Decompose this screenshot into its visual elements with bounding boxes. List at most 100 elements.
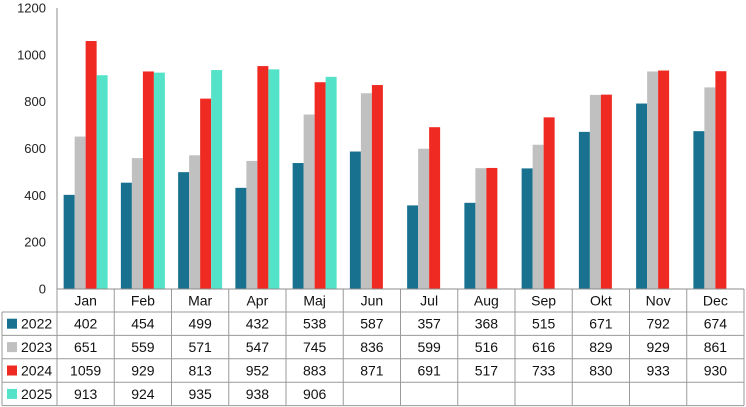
- bar-2022-sep: [521, 168, 533, 289]
- bar-2023-sep: [532, 144, 544, 289]
- table-cell-2023-nov: 929: [646, 339, 670, 355]
- table-cell-2023-maj: 745: [303, 339, 327, 355]
- table-cell-2023-jan: 651: [74, 339, 98, 355]
- bar-2022-dec: [693, 131, 705, 289]
- bar-series-group: [63, 41, 727, 290]
- table-cell-2024-nov: 933: [646, 363, 670, 379]
- bar-2023-apr: [246, 160, 258, 289]
- x-tick-label: Maj: [303, 293, 326, 309]
- table-cell-2022-jun: 587: [360, 316, 384, 332]
- legend-label: 2024: [21, 363, 52, 379]
- bar-2022-feb: [120, 182, 132, 289]
- bar-2024-jun: [371, 85, 383, 289]
- bar-2023-aug: [475, 168, 487, 289]
- table-cell-2023-dec: 861: [704, 339, 728, 355]
- bar-2023-jun: [360, 93, 372, 290]
- table-cell-2025-apr: 938: [246, 386, 270, 402]
- table-cell-2022-sep: 515: [532, 316, 556, 332]
- x-tick-label: Sep: [531, 293, 556, 309]
- bar-2024-aug: [486, 167, 498, 289]
- x-tick-label: Mar: [188, 293, 212, 309]
- bar-2023-dec: [704, 87, 716, 289]
- bar-2024-nov: [658, 70, 670, 290]
- bar-2024-maj: [314, 82, 326, 289]
- bar-2022-okt: [578, 131, 590, 289]
- bar-2022-nov: [636, 103, 648, 289]
- legend-swatch-2022: [7, 318, 17, 329]
- legend-swatch-2023: [7, 342, 17, 353]
- table-cell-2023-apr: 547: [246, 339, 270, 355]
- legend-label: 2022: [21, 316, 52, 332]
- y-tick-label: 1000: [17, 47, 46, 62]
- x-tick-label: Jan: [74, 293, 97, 309]
- bar-2024-apr: [257, 66, 269, 289]
- table-cell-2025-mar: 935: [188, 386, 212, 402]
- table-cell-2022-mar: 499: [188, 316, 212, 332]
- table-cell-2022-maj: 538: [303, 316, 327, 332]
- table-cell-2022-jan: 402: [74, 316, 98, 332]
- table-cell-2022-apr: 432: [246, 316, 270, 332]
- table-cell-2023-feb: 559: [131, 339, 155, 355]
- table-cell-2023-jul: 599: [417, 339, 441, 355]
- table-cell-2023-jun: 836: [360, 339, 384, 355]
- x-tick-label: Aug: [474, 293, 499, 309]
- bar-2022-aug: [464, 202, 476, 289]
- x-tick-label: Apr: [246, 293, 268, 309]
- bar-2025-apr: [268, 69, 280, 289]
- bar-2025-feb: [153, 72, 165, 289]
- y-tick-label: 400: [24, 188, 46, 203]
- table-cell-2022-okt: 671: [589, 316, 613, 332]
- table-cell-2024-maj: 883: [303, 363, 327, 379]
- data-table: Jan Feb Mar Apr Maj Jun Jul Aug Sep Okt Nov Dec 2022…: [1, 288, 745, 407]
- bar-2023-okt: [589, 94, 601, 289]
- x-tick-label: Okt: [590, 293, 612, 309]
- table-cell-2024-aug: 517: [475, 363, 499, 379]
- table-cell-2025-jan: 913: [74, 386, 98, 402]
- table-cell-2024-sep: 733: [532, 363, 556, 379]
- bar-2022-jan: [63, 194, 75, 289]
- x-tick-label: Nov: [646, 293, 671, 309]
- legend-swatch-2024: [7, 365, 17, 376]
- table-cell-2022-jul: 357: [417, 316, 441, 332]
- x-tick-label: Jul: [420, 293, 438, 309]
- bar-2023-maj: [303, 114, 315, 289]
- table-cell-2025-feb: 924: [131, 386, 155, 402]
- bar-2024-sep: [543, 117, 555, 289]
- bar-2023-jul: [418, 148, 430, 289]
- table-cell-2024-jun: 871: [360, 363, 384, 379]
- bar-2024-okt: [600, 94, 612, 289]
- bar-2022-mar: [178, 172, 190, 289]
- bar-2023-nov: [647, 71, 659, 290]
- table-cell-2024-okt: 830: [589, 363, 613, 379]
- table-cell-2022-dec: 674: [704, 316, 728, 332]
- table-cell-2022-aug: 368: [475, 316, 499, 332]
- y-axis: 0 200 400 600 800 1000 1200: [17, 1, 58, 297]
- legend-swatch-2025: [7, 388, 17, 399]
- table-cell-2024-jul: 691: [417, 363, 441, 379]
- legend-label: 2023: [21, 339, 52, 355]
- y-tick-label: 800: [24, 94, 46, 109]
- bar-2022-jul: [407, 205, 419, 289]
- bar-2024-dec: [715, 71, 727, 289]
- bar-2024-feb: [142, 71, 154, 290]
- x-tick-label: Dec: [703, 293, 728, 309]
- bar-2025-jan: [96, 75, 108, 290]
- table-cell-2025-maj: 906: [303, 386, 327, 402]
- table-cell-2024-mar: 813: [188, 363, 212, 379]
- bar-2024-jul: [429, 127, 441, 289]
- y-tick-label: 600: [24, 141, 46, 156]
- bar-2023-jan: [74, 136, 86, 289]
- table-cell-2022-nov: 792: [646, 316, 670, 332]
- y-tick-label: 200: [24, 235, 46, 250]
- bar-2023-feb: [131, 158, 143, 289]
- bar-2022-jun: [349, 151, 361, 289]
- y-tick-label: 0: [39, 282, 46, 297]
- table-cell-2022-feb: 454: [131, 316, 155, 332]
- table-cell-2023-aug: 516: [475, 339, 499, 355]
- table-cell-2023-sep: 616: [532, 339, 556, 355]
- table-cell-2023-mar: 571: [188, 339, 212, 355]
- table-cell-2024-feb: 929: [131, 363, 155, 379]
- bar-2025-mar: [211, 70, 223, 289]
- bar-2025-maj: [325, 76, 337, 289]
